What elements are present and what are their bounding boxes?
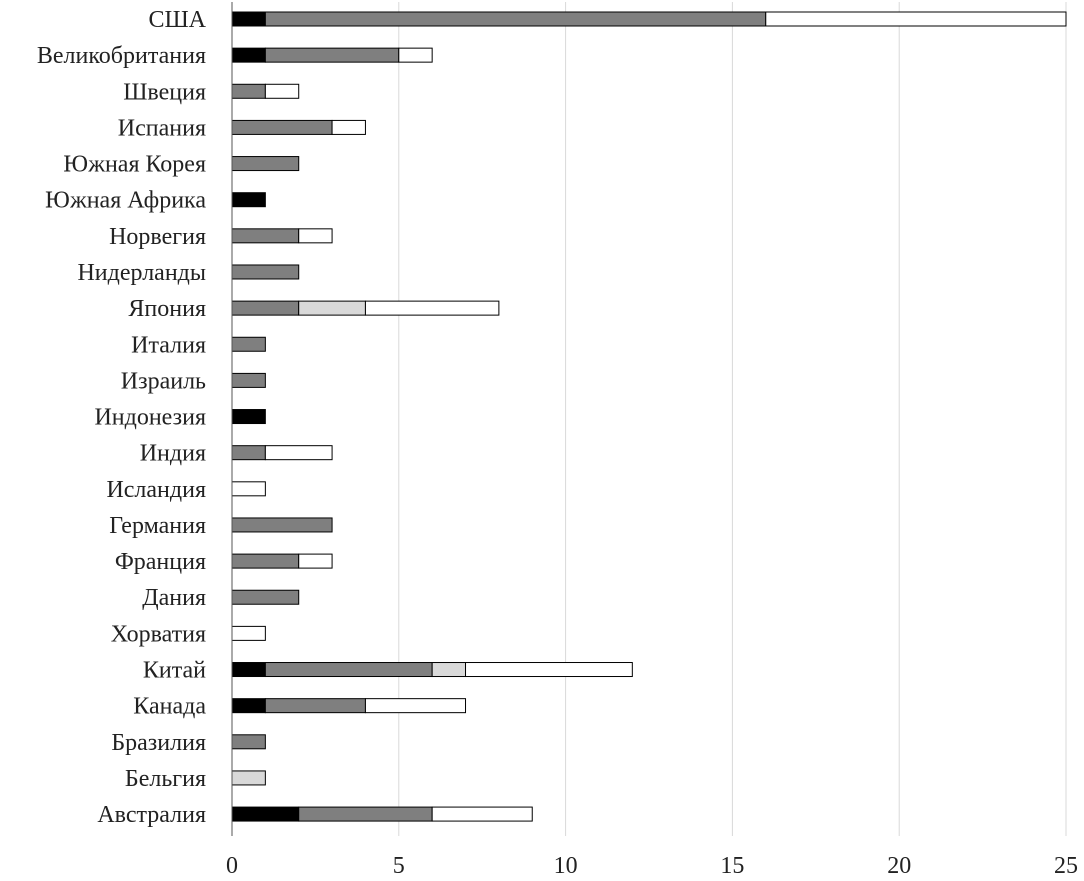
category-label: Италия (131, 332, 206, 358)
bar-segment (231, 625, 266, 641)
bar-segment (231, 409, 266, 425)
bar-segment (264, 698, 366, 714)
x-tick-label: 10 (554, 853, 578, 879)
bar-segment (298, 806, 433, 822)
bar-segment (431, 662, 467, 678)
category-label: Норвегия (109, 224, 206, 250)
bar-segment (264, 11, 767, 27)
tick-labels: 0 5 10 15 20 25 (226, 853, 1078, 879)
bar-segment (298, 553, 333, 569)
bar-segment (398, 47, 433, 63)
x-tick-label: 5 (393, 853, 405, 879)
bar-segment (231, 83, 266, 99)
x-tick-label: 15 (720, 853, 744, 879)
x-tick-label: 25 (1054, 853, 1078, 879)
category-label: Индия (140, 441, 206, 467)
bar-segment (264, 662, 433, 678)
category-label: Израиль (121, 368, 206, 394)
bar-segment (231, 734, 266, 750)
bar-segment (231, 517, 333, 533)
bar-segment (298, 300, 366, 316)
bar-segment (231, 300, 300, 316)
gridlines (398, 2, 1067, 836)
category-label: Бразилия (111, 730, 206, 756)
category-label: Испания (118, 115, 206, 141)
category-label: Дания (142, 585, 206, 611)
bar-segment (264, 47, 400, 63)
bar-segment (231, 192, 266, 208)
category-label: Канада (133, 694, 206, 720)
bar-segment (231, 445, 266, 461)
category-label: Хорватия (111, 621, 206, 647)
category-label: Южная Корея (63, 152, 206, 178)
bar-segment (231, 336, 266, 352)
category-label: Франция (115, 549, 206, 575)
bar-segment (231, 481, 266, 497)
bar-segment (765, 11, 1067, 27)
bar-segment (364, 698, 467, 714)
bar-segment (231, 264, 300, 280)
bars (231, 11, 1067, 822)
bar-segment (231, 119, 333, 135)
category-label: Южная Африка (45, 188, 206, 214)
bar-segment (264, 445, 333, 461)
category-label: Нидерланды (77, 260, 206, 286)
bar-segment (331, 119, 366, 135)
category-label: Китай (143, 658, 206, 684)
bar-segment (364, 300, 500, 316)
bar-segment (231, 372, 266, 388)
category-label: Исландия (106, 477, 206, 503)
x-tick-label: 0 (226, 853, 238, 879)
bar-segment (298, 228, 333, 244)
bar-segment (231, 47, 266, 63)
bar-segment (231, 228, 300, 244)
category-label: Бельгия (125, 766, 206, 792)
bar-segment (231, 662, 266, 678)
bar-segment (231, 553, 300, 569)
category-label: США (148, 7, 206, 33)
bar-segment (231, 11, 266, 27)
category-label: Великобритания (37, 43, 206, 69)
category-label: Индонезия (94, 405, 206, 431)
bar-segment (431, 806, 533, 822)
bar-segment (231, 770, 266, 786)
bar-segment (231, 806, 300, 822)
category-label: Япония (128, 296, 206, 322)
bar-segment (231, 589, 300, 605)
category-label: Австралия (97, 802, 206, 828)
bar-segment (465, 662, 633, 678)
bar-segment (231, 698, 266, 714)
category-labels: США Великобритания Швеция Испания Южная Коре… (37, 7, 207, 828)
bar-segment (264, 83, 300, 99)
category-label: Швеция (123, 79, 206, 105)
bar-segment (231, 156, 300, 172)
category-label: Германия (109, 513, 206, 539)
x-tick-label: 20 (887, 853, 911, 879)
